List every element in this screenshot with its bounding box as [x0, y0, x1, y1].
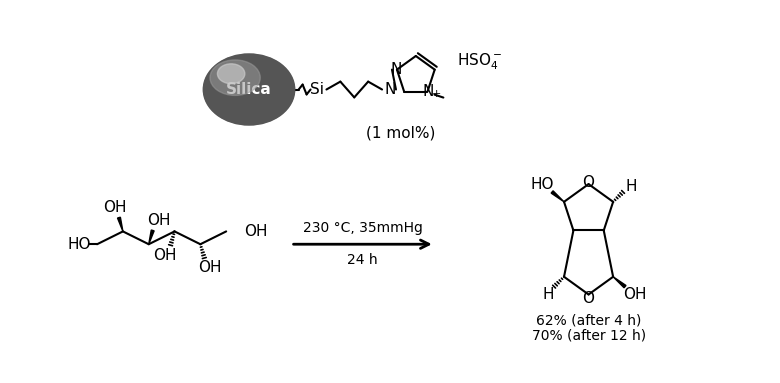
Ellipse shape	[211, 60, 287, 119]
Text: O: O	[583, 291, 594, 306]
Text: 70% (after 12 h): 70% (after 12 h)	[531, 329, 646, 343]
Ellipse shape	[212, 61, 285, 118]
Text: N: N	[385, 82, 395, 97]
Text: Silica: Silica	[226, 82, 272, 97]
Ellipse shape	[211, 60, 287, 119]
Text: +: +	[432, 88, 441, 98]
Ellipse shape	[216, 64, 282, 115]
Ellipse shape	[211, 61, 286, 119]
Polygon shape	[149, 230, 154, 244]
Ellipse shape	[207, 57, 291, 122]
Ellipse shape	[210, 59, 288, 119]
Ellipse shape	[215, 63, 283, 116]
Text: HSO$_4^-$: HSO$_4^-$	[456, 51, 502, 72]
Ellipse shape	[209, 59, 289, 120]
Ellipse shape	[216, 64, 282, 115]
Text: OH: OH	[623, 287, 647, 302]
Text: Si: Si	[310, 82, 324, 97]
Ellipse shape	[204, 54, 294, 124]
Text: N: N	[390, 62, 402, 77]
Ellipse shape	[208, 58, 289, 121]
Ellipse shape	[215, 63, 283, 116]
Text: 24 h: 24 h	[347, 253, 378, 267]
Text: OH: OH	[199, 260, 222, 275]
Ellipse shape	[206, 56, 292, 123]
Ellipse shape	[204, 54, 295, 125]
Ellipse shape	[204, 54, 295, 125]
Ellipse shape	[218, 64, 245, 83]
Ellipse shape	[209, 58, 289, 121]
Ellipse shape	[204, 55, 293, 124]
Ellipse shape	[215, 62, 284, 116]
Text: O: O	[583, 175, 594, 190]
Text: OH: OH	[153, 247, 176, 263]
Ellipse shape	[213, 62, 285, 118]
Text: N: N	[423, 84, 434, 99]
Text: OH: OH	[147, 213, 170, 228]
Ellipse shape	[214, 62, 285, 117]
Ellipse shape	[212, 61, 286, 118]
Text: HO: HO	[530, 177, 554, 192]
Ellipse shape	[206, 56, 292, 123]
Ellipse shape	[207, 57, 292, 123]
Ellipse shape	[205, 56, 292, 124]
Polygon shape	[613, 277, 626, 288]
Text: H: H	[542, 287, 554, 302]
Text: H: H	[626, 178, 636, 193]
Polygon shape	[118, 217, 123, 231]
Ellipse shape	[210, 59, 289, 120]
Text: OH: OH	[103, 200, 126, 215]
Ellipse shape	[217, 64, 282, 115]
Ellipse shape	[204, 55, 294, 124]
Ellipse shape	[207, 57, 291, 122]
Ellipse shape	[210, 60, 261, 95]
Text: OH: OH	[244, 224, 268, 239]
Ellipse shape	[214, 62, 284, 117]
Text: 62% (after 4 h): 62% (after 4 h)	[536, 313, 641, 327]
Polygon shape	[551, 191, 564, 202]
Text: (1 mol%): (1 mol%)	[367, 125, 435, 140]
Ellipse shape	[208, 57, 290, 121]
Text: 230 °C, 35mmHg: 230 °C, 35mmHg	[303, 221, 423, 236]
Text: HO: HO	[68, 237, 91, 252]
